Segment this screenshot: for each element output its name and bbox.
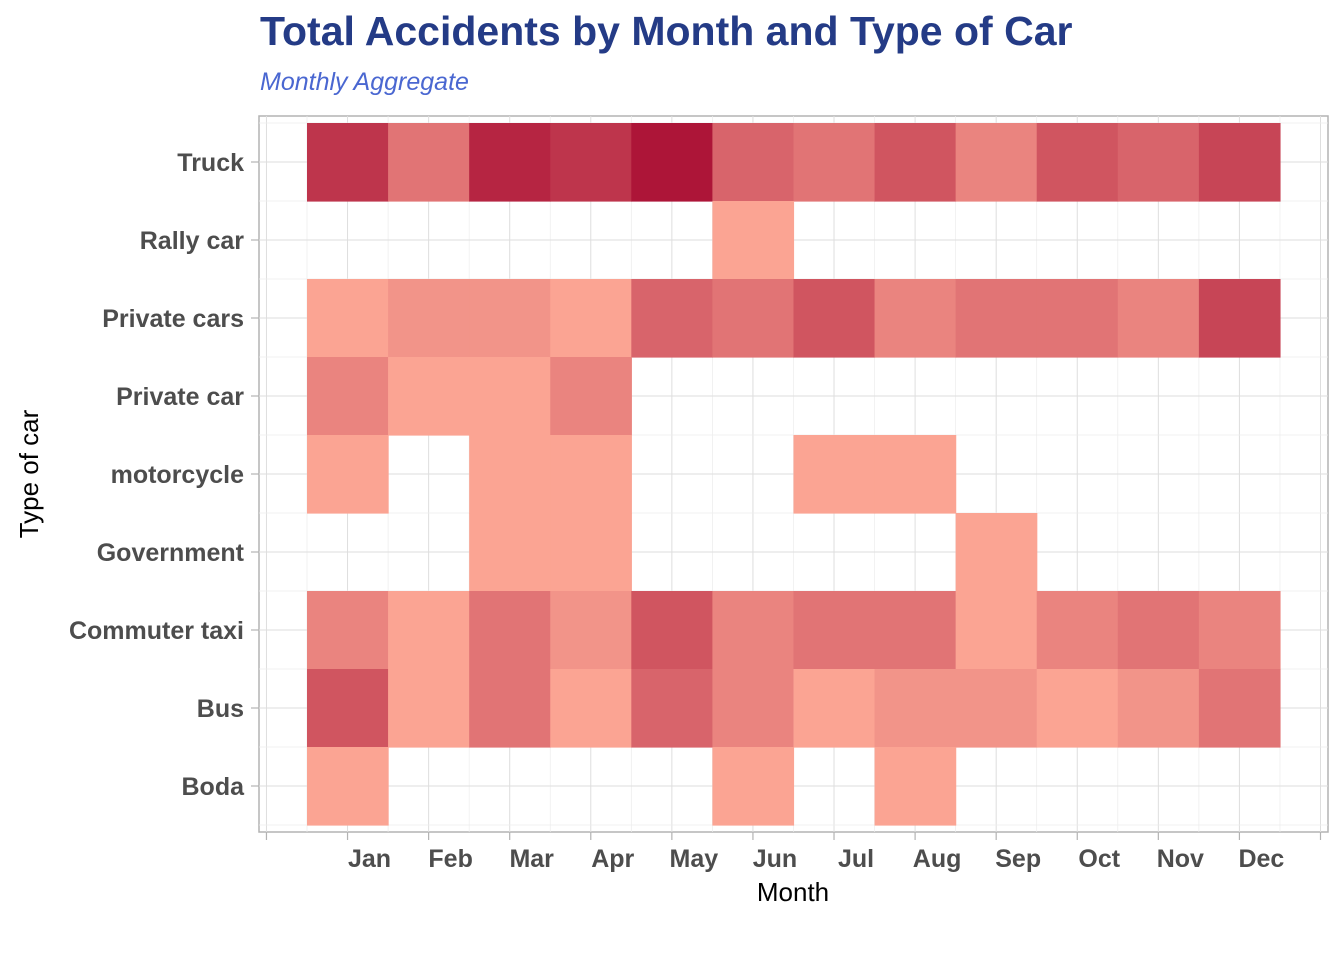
y-tick-labels: Truck Rally car Private cars Private car mot…	[69, 149, 245, 801]
heatmap-cell	[874, 669, 957, 748]
heatmap-cell	[631, 669, 713, 748]
x-tick-labels: Jan Feb Mar Apr May Jun Jul Aug Sep Oct Nov Dec	[348, 845, 1284, 873]
heatmap-cell	[307, 357, 389, 436]
heatmap-cell	[550, 279, 632, 358]
heatmap-cell	[550, 435, 632, 514]
y-axis-label: Type of car	[14, 409, 44, 538]
heatmap-cell	[631, 591, 713, 670]
heatmap-cell	[388, 357, 470, 436]
heatmap-cell	[874, 279, 957, 358]
heatmap-cell	[1198, 669, 1281, 748]
heatmap-cell	[1198, 591, 1281, 670]
heatmap-cells	[307, 123, 1281, 826]
heatmap-cell	[1117, 591, 1200, 670]
y-tick-label: Private car	[116, 383, 244, 411]
heatmap-cell	[874, 747, 957, 826]
heatmap-cell	[550, 357, 632, 436]
heatmap-cell	[712, 201, 795, 280]
heatmap-cell	[712, 123, 795, 202]
heatmap-cell	[793, 123, 876, 202]
y-tick-label: Private cars	[102, 305, 244, 333]
heatmap-cell	[388, 591, 470, 670]
heatmap-cell	[1198, 123, 1281, 202]
heatmap-cell	[793, 669, 876, 748]
heatmap-cell	[631, 279, 713, 358]
heatmap-cell	[955, 513, 1038, 592]
x-tick-label: Aug	[913, 845, 962, 873]
x-tick-label: Oct	[1078, 845, 1120, 873]
heatmap-cell	[307, 669, 389, 748]
heatmap-cell	[307, 435, 389, 514]
heatmap-cell	[793, 591, 876, 670]
heatmap-cell	[469, 435, 551, 514]
x-tick-label: Sep	[995, 845, 1041, 873]
tick-marks	[251, 161, 1322, 840]
y-tick-label: Bus	[197, 695, 244, 723]
heatmap-cell	[712, 669, 795, 748]
heatmap-cell	[550, 513, 632, 592]
heatmap-cell	[307, 123, 389, 202]
x-tick-label: Mar	[509, 845, 554, 873]
heatmap-cell	[469, 591, 551, 670]
heatmap-cell	[793, 279, 876, 358]
y-tick-label: Commuter taxi	[69, 617, 244, 645]
heatmap-cell	[874, 591, 957, 670]
heatmap-cell	[955, 123, 1038, 202]
x-tick-label: Jul	[838, 845, 874, 873]
heatmap-cell	[712, 591, 795, 670]
heatmap-cell	[1036, 123, 1119, 202]
x-axis-label: Month	[757, 877, 829, 907]
heatmap-cell	[1117, 669, 1200, 748]
heatmap-cell	[874, 435, 957, 514]
heatmap-cell	[1036, 591, 1119, 670]
heatmap-cell	[388, 123, 470, 202]
y-tick-label: Rally car	[140, 227, 245, 255]
heatmap-cell	[874, 123, 957, 202]
x-tick-label: Jun	[753, 845, 797, 873]
heatmap-cell	[550, 669, 632, 748]
heatmap-cell	[469, 123, 551, 202]
heatmap-cell	[469, 669, 551, 748]
heatmap-cell	[1198, 279, 1281, 358]
chart-title: Total Accidents by Month and Type of Car	[260, 8, 1073, 54]
chart-subtitle: Monthly Aggregate	[260, 68, 469, 96]
y-tick-label: Truck	[177, 149, 244, 177]
x-tick-label: Dec	[1238, 845, 1284, 873]
x-tick-label: Feb	[428, 845, 472, 873]
heatmap-cell	[550, 123, 632, 202]
heatmap-cell	[469, 279, 551, 358]
heatmap-cell	[1036, 279, 1119, 358]
heatmap-cell	[307, 279, 389, 358]
heatmap-cell	[388, 279, 470, 358]
heatmap-cell	[712, 747, 795, 826]
heatmap-cell	[712, 279, 795, 358]
x-tick-label: Nov	[1157, 845, 1204, 873]
heatmap-cell	[1117, 123, 1200, 202]
heatmap-cell	[1117, 279, 1200, 358]
heatmap-cell	[955, 279, 1038, 358]
y-tick-label: Government	[97, 539, 245, 567]
heatmap-cell	[307, 591, 389, 670]
heatmap-cell	[793, 435, 876, 514]
heatmap-cell	[388, 669, 470, 748]
heatmap-cell	[955, 591, 1038, 670]
x-tick-label: Apr	[591, 845, 634, 873]
heatmap-cell	[307, 747, 389, 826]
heatmap-cell	[631, 123, 713, 202]
y-tick-label: motorcycle	[111, 461, 244, 489]
x-tick-label: Jan	[348, 845, 391, 873]
heatmap-cell	[469, 357, 551, 436]
heatmap-cell	[469, 513, 551, 592]
y-tick-label: Boda	[182, 773, 246, 801]
heatmap-cell	[955, 669, 1038, 748]
x-tick-label: May	[670, 845, 719, 873]
heatmap-cell	[550, 591, 632, 670]
heatmap-cell	[1036, 669, 1119, 748]
